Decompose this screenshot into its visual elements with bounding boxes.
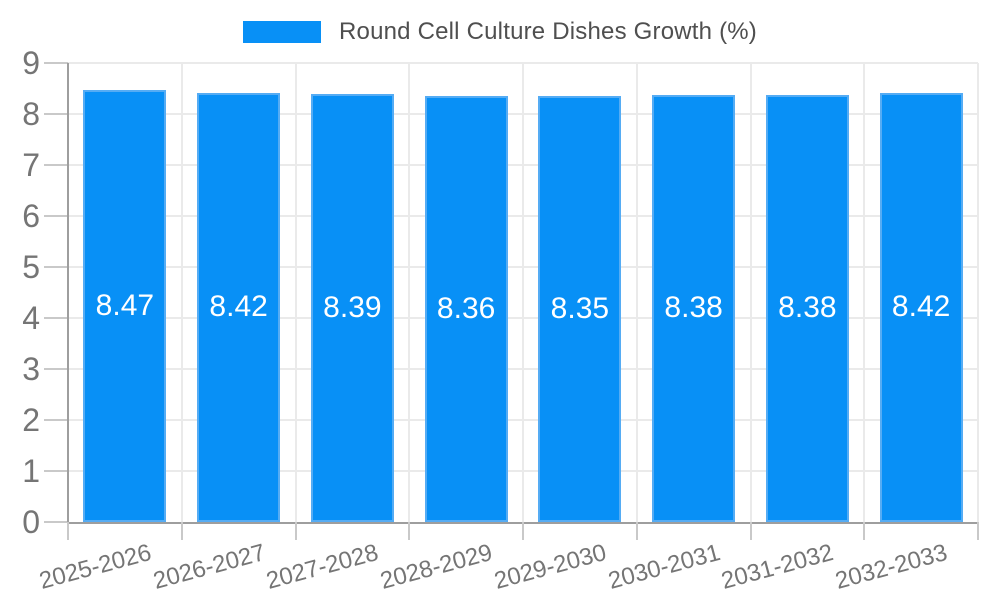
bar-value-label: 8.38 bbox=[664, 291, 723, 325]
x-axis-tick bbox=[180, 522, 183, 540]
y-axis-tick bbox=[44, 470, 68, 472]
bar-value-label: 8.47 bbox=[95, 289, 155, 322]
y-axis-tick bbox=[44, 215, 68, 217]
x-axis-tick bbox=[522, 522, 524, 540]
x-axis-tick bbox=[294, 522, 297, 540]
gridline-vertical bbox=[180, 63, 183, 522]
y-axis-tick-label: 1 bbox=[22, 453, 40, 489]
y-axis-tick-label: 4 bbox=[22, 300, 40, 336]
bar-value-label: 8.36 bbox=[436, 291, 496, 325]
y-axis-tick-label: 5 bbox=[22, 249, 40, 285]
gridline-vertical bbox=[749, 63, 752, 522]
x-axis-tick bbox=[635, 522, 638, 540]
x-axis-tick bbox=[67, 522, 69, 540]
y-axis-tick-label: 3 bbox=[22, 351, 40, 387]
y-axis-tick-label: 0 bbox=[22, 504, 40, 540]
y-axis-tick bbox=[44, 266, 68, 268]
bar bbox=[424, 95, 508, 522]
y-axis-tick-label: 8 bbox=[22, 96, 40, 132]
y-axis-tick-label: 6 bbox=[22, 198, 40, 234]
gridline-vertical bbox=[863, 63, 866, 522]
x-axis-tick bbox=[749, 522, 752, 540]
bar bbox=[538, 96, 622, 522]
bar bbox=[652, 94, 736, 522]
gridline-vertical bbox=[635, 63, 638, 522]
x-axis-tick bbox=[977, 522, 979, 540]
plot-area: 8.47 8.42 8.39 8.36 8.35 8.38 8.38 8.42 bbox=[44, 62, 979, 523]
bar bbox=[310, 94, 394, 522]
y-axis-tick bbox=[44, 62, 68, 64]
y-axis-tick-label: 9 bbox=[22, 45, 40, 81]
chart-legend: Round Cell Culture Dishes Growth (%) bbox=[0, 12, 1000, 52]
bar-value-label: 8.39 bbox=[323, 291, 382, 325]
y-axis-tick bbox=[44, 419, 68, 421]
gridline-vertical bbox=[408, 63, 411, 522]
x-axis-tick bbox=[408, 522, 411, 540]
y-axis-tick bbox=[44, 164, 68, 166]
bar-value-label: 8.38 bbox=[778, 291, 837, 325]
gridline-vertical bbox=[977, 63, 979, 522]
y-axis-tick bbox=[44, 113, 68, 115]
y-axis-tick bbox=[44, 521, 68, 523]
y-axis-tick-label: 2 bbox=[22, 402, 40, 438]
legend-label[interactable]: Round Cell Culture Dishes Growth (%) bbox=[338, 18, 757, 45]
bar-value-label: 8.42 bbox=[891, 290, 951, 324]
y-axis-tick bbox=[44, 317, 68, 319]
gridline-vertical bbox=[522, 63, 524, 522]
legend-swatch[interactable] bbox=[242, 21, 321, 43]
bar bbox=[197, 92, 281, 522]
y-axis-tick-label: 7 bbox=[22, 147, 40, 183]
bar bbox=[765, 94, 849, 522]
bar-value-label: 8.35 bbox=[550, 292, 610, 326]
y-axis-tick bbox=[44, 368, 68, 370]
bar bbox=[879, 92, 963, 522]
bar-value-label: 8.42 bbox=[209, 290, 268, 324]
y-axis-line bbox=[67, 63, 69, 524]
bar bbox=[83, 90, 167, 522]
gridline-vertical bbox=[294, 63, 297, 522]
x-axis-tick bbox=[863, 522, 866, 540]
